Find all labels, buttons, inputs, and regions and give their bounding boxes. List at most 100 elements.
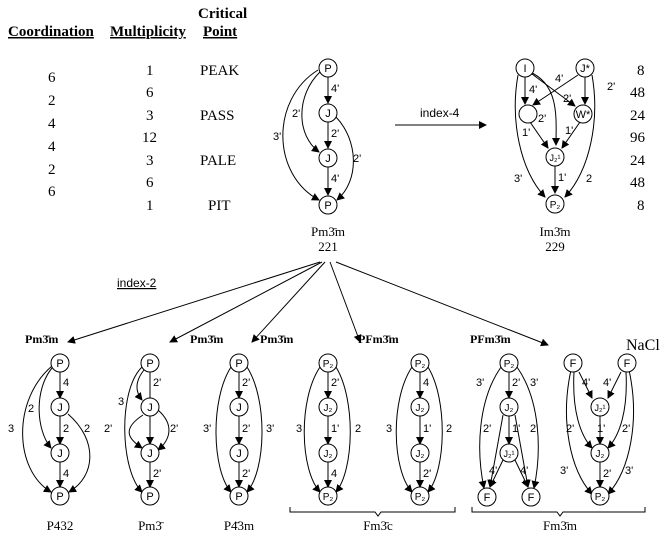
graph-node — [410, 443, 430, 463]
brace-fm3m — [471, 507, 646, 517]
graph-node — [318, 195, 338, 215]
multiplicity-value: 8 — [637, 63, 645, 79]
multiplicity-value: 8 — [637, 198, 645, 214]
edge-label: 2' — [538, 113, 546, 125]
graph-edge — [282, 69, 320, 201]
graph-node — [318, 397, 338, 417]
diagram-label: P₂ — [415, 359, 426, 370]
diagram-label: 2' — [242, 468, 250, 480]
graph-node — [318, 148, 338, 168]
diagram-label: J₂ — [416, 403, 425, 414]
edge-label: 2' — [563, 93, 571, 105]
diagram-label: F — [528, 492, 535, 504]
diagram-label: 2' — [153, 377, 161, 389]
graph-node — [50, 443, 70, 463]
edge-label: 2' — [607, 81, 615, 93]
graph-node — [410, 486, 430, 506]
header-critical-bottom: Point — [203, 24, 237, 40]
graph-edge — [215, 366, 232, 493]
diagram-label: J₂ — [324, 403, 333, 414]
diagram-label: 2' — [622, 423, 630, 435]
diagram-label: J₂¹ — [595, 403, 606, 413]
critical-point-table: Coordination Multiplicity Critical Point… — [8, 6, 247, 214]
graph-node — [545, 194, 565, 214]
graph-node — [50, 353, 70, 373]
diagram-label: 2 — [355, 423, 361, 435]
diagram-label: 2 — [63, 423, 69, 435]
graph-node — [318, 353, 338, 373]
diagram-label: J — [147, 448, 153, 460]
fm3m-graph-left: 3' 2' 3' 2' 1' 2' 4' 4' P₂ J₂ J₂¹ F F — [476, 353, 541, 507]
graph-edge — [301, 71, 321, 153]
diagram-label: 4 — [423, 377, 429, 389]
graph-edge — [514, 74, 546, 198]
graph-node-label: P — [324, 200, 331, 212]
diagram-label: J₂ — [505, 403, 514, 414]
multiplicity-value: 3 — [146, 153, 154, 169]
diagram-label: J — [57, 448, 63, 460]
diagram-label: F — [624, 358, 631, 370]
graph-node — [318, 58, 338, 78]
diagram-label: 1' — [423, 423, 431, 435]
diagram-label: P — [146, 491, 153, 503]
coordination-value: 6 — [48, 184, 56, 200]
graph-node — [318, 486, 338, 506]
graph-edge — [607, 371, 627, 449]
graph-edge — [607, 369, 634, 495]
graph-node — [140, 443, 160, 463]
header-coordination: Coordination — [8, 24, 95, 40]
multiplicity-value: 48 — [630, 175, 645, 191]
subgroup-arrow — [169, 261, 323, 343]
graph-node — [545, 147, 565, 167]
subgroup-name: P432 — [47, 518, 74, 533]
diagram-label: J₂ — [416, 449, 425, 460]
subgroup-name: Fm3̄m — [543, 518, 577, 533]
edge-label: 4' — [529, 84, 537, 96]
im3m-graph: 4' 4' 2' 2' 2' 1' 1' 1' 3' 2 I J* W* J₂¹… — [514, 58, 615, 214]
diagram-label: J₂¹ — [504, 449, 515, 459]
graph-node — [229, 397, 249, 417]
diagram-label: 3 — [118, 396, 124, 408]
edge-label: 4' — [331, 83, 339, 95]
coordination-value: 2 — [48, 93, 56, 109]
diagram-label: 3' — [530, 377, 538, 389]
graph-edge — [529, 71, 561, 146]
graph-node — [617, 353, 637, 373]
edge-label: 2 — [586, 173, 592, 185]
graph-edge — [427, 366, 443, 493]
graph-node — [590, 397, 610, 417]
graph-edge — [489, 459, 504, 488]
graph-edge — [514, 459, 529, 488]
diagram-label: 1' — [331, 423, 339, 435]
diagram-group: 4 2 4 2 3 2 P J J P 2' 3 2' 2' 2' P J J — [8, 353, 637, 507]
graph-edge — [335, 366, 351, 493]
diagram-label: P — [56, 358, 63, 370]
graph-node — [229, 486, 249, 506]
coordination-value: 4 — [48, 139, 56, 155]
multiplicity-value: 96 — [630, 130, 646, 146]
graph-edge — [246, 366, 263, 493]
diagram-label: J₂ — [324, 449, 333, 460]
graph-edge — [516, 366, 540, 489]
graph-edge — [128, 414, 144, 449]
diagram-label: 2' — [170, 423, 178, 435]
diagram-group: P432 Pm3̄ P4̄3m Fm3̄c Fm3̄m — [47, 518, 577, 533]
edge-label: 2' — [292, 108, 300, 120]
coordination-value: 4 — [48, 116, 56, 132]
diagram-label: 2' — [423, 468, 431, 480]
diagram-label: 2' — [331, 377, 339, 389]
critical-point-peak: PEAK — [200, 63, 239, 79]
graph-node — [499, 443, 519, 463]
graph-edge — [566, 369, 593, 495]
coordination-value: 2 — [48, 162, 56, 178]
edge-label: 2' — [353, 153, 361, 165]
graph-node-label: J — [325, 108, 331, 120]
subgroup-arrow — [329, 261, 362, 343]
diagram-label: 2 — [446, 423, 452, 435]
multiplicity-value: 1 — [146, 198, 154, 214]
diagram-label: 3' — [560, 465, 568, 477]
graph-edge — [22, 365, 53, 493]
diagram-label: 4 — [63, 377, 69, 389]
graph-edge — [531, 73, 576, 107]
